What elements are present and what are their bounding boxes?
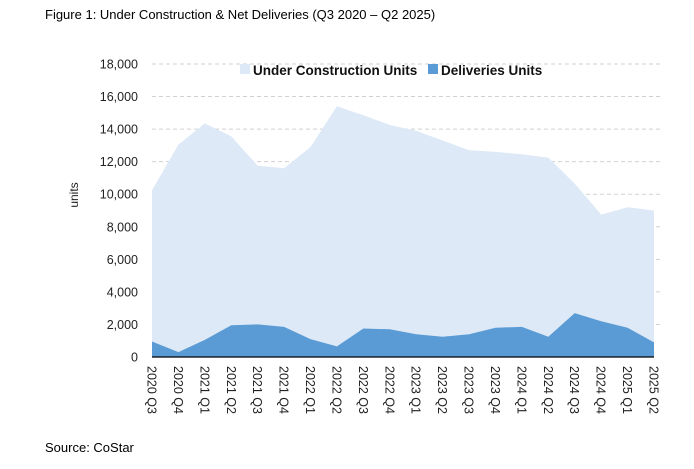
area-under-construction [152, 106, 654, 357]
x-tick-label: 2022 Q1 [303, 366, 317, 414]
x-tick-labels: 2020 Q3 2020 Q4 2021 Q1 2021 Q2 2021 Q3 2021 … [145, 366, 661, 414]
x-tick-label: 2020 Q3 [145, 366, 159, 414]
y-tick-label: 2,000 [107, 318, 138, 332]
x-tick-label: 2022 Q3 [356, 366, 370, 414]
legend-swatch-under-construction [240, 64, 250, 74]
x-tick-label: 2022 Q4 [382, 366, 396, 414]
y-tick-label: 10,000 [100, 188, 138, 202]
x-tick-label: 2022 Q2 [329, 366, 343, 414]
x-tick-label: 2021 Q1 [197, 366, 211, 414]
source-note: Source: CoStar [45, 440, 134, 455]
legend-swatch-deliveries [428, 64, 438, 74]
x-tick-label: 2023 Q2 [435, 366, 449, 414]
x-tick-label: 2025 Q1 [620, 366, 634, 414]
x-tick-label: 2021 Q4 [277, 366, 291, 414]
area-deliveries [152, 313, 654, 357]
y-tick-label: 4,000 [107, 285, 138, 299]
y-tick-label: 16,000 [100, 90, 138, 104]
x-tick-label: 2024 Q1 [514, 366, 528, 414]
x-tick-label: 2023 Q1 [409, 366, 423, 414]
y-tick-label: 18,000 [100, 58, 138, 72]
legend: Under Construction Units Deliveries Unit… [240, 63, 542, 78]
x-tick-label: 2024 Q4 [594, 366, 608, 414]
x-tick-label: 2024 Q3 [567, 366, 581, 414]
x-tick-label: 2023 Q4 [488, 366, 502, 414]
x-tick-label: 2024 Q2 [541, 366, 555, 414]
y-tick-label: 8,000 [107, 220, 138, 234]
y-tick-label: 0 [131, 351, 138, 365]
x-tick-label: 2025 Q2 [647, 366, 661, 414]
figure-title: Figure 1: Under Construction & Net Deliv… [45, 7, 436, 22]
x-tick-label: 2023 Q3 [462, 366, 476, 414]
y-axis-label: units [67, 182, 81, 207]
series-areas [152, 106, 654, 357]
y-tick-labels: 0 2,000 4,000 6,000 8,000 10,000 12,000 14,000 1… [100, 58, 138, 365]
legend-label-under-construction: Under Construction Units [253, 63, 417, 78]
y-tick-label: 6,000 [107, 253, 138, 267]
x-tick-label: 2021 Q3 [250, 366, 264, 414]
x-tick-label: 2021 Q2 [224, 366, 238, 414]
x-tick-label: 2020 Q4 [171, 366, 185, 414]
y-tick-label: 14,000 [100, 123, 138, 137]
legend-label-deliveries: Deliveries Units [441, 63, 542, 78]
y-tick-label: 12,000 [100, 155, 138, 169]
